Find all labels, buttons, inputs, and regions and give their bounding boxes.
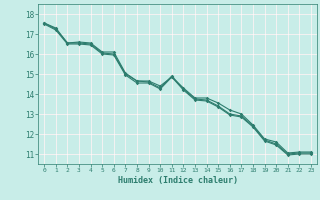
X-axis label: Humidex (Indice chaleur): Humidex (Indice chaleur) xyxy=(118,176,238,185)
